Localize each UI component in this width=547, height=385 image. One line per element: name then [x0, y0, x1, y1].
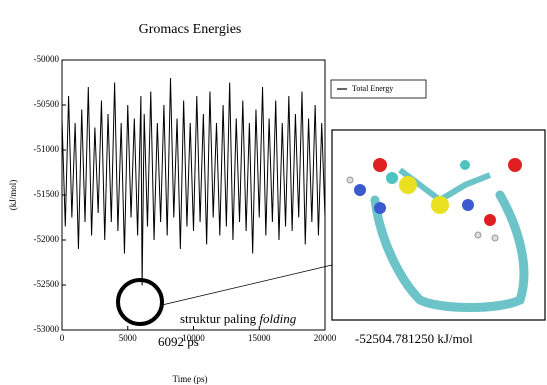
atom — [484, 214, 496, 226]
atom — [399, 176, 417, 194]
atom — [492, 235, 498, 241]
atom — [374, 202, 386, 214]
x-tick-label: 20000 — [314, 333, 337, 343]
x-tick-label: 15000 — [248, 333, 271, 343]
atom — [460, 160, 470, 170]
atom — [347, 177, 353, 183]
atom — [462, 199, 474, 211]
legend: Total Energy — [331, 80, 426, 98]
y-tick-label: -50000 — [34, 54, 60, 64]
page: {"chart_data": {"type": "line", "title":… — [0, 0, 547, 385]
annotation-energy: -52504.781250 kJ/mol — [355, 331, 473, 346]
callout-line — [162, 265, 332, 305]
series-line — [62, 78, 325, 285]
atom — [508, 158, 522, 172]
molecule-inset — [332, 130, 545, 320]
annotation-structure: struktur paling folding — [180, 311, 297, 326]
y-tick-label: -51000 — [34, 144, 60, 154]
x-tick-label: 0 — [60, 333, 65, 343]
annotation-emphasis: folding — [259, 311, 296, 326]
chart: Gromacs Energies Time (ps) (kJ/mol) Tota… — [0, 0, 547, 385]
y-tick-label: -50500 — [34, 99, 60, 109]
y-tick-label: -52500 — [34, 279, 60, 289]
atom — [386, 172, 398, 184]
atom — [373, 158, 387, 172]
y-tick-label: -53000 — [34, 324, 60, 334]
y-tick-label: -51500 — [34, 189, 60, 199]
annotation-text: struktur paling — [180, 311, 257, 326]
atom — [431, 196, 449, 214]
atom — [475, 232, 481, 238]
legend-label: Total Energy — [352, 84, 393, 93]
chart-title: Gromacs Energies — [139, 22, 242, 37]
x-tick-label: 10000 — [182, 333, 205, 343]
y-axis-label: (kJ/mol) — [8, 180, 18, 211]
highlight-circle — [118, 280, 162, 324]
atom — [354, 184, 366, 196]
y-tick-label: -52000 — [34, 234, 60, 244]
x-tick-label: 5000 — [119, 333, 138, 343]
x-axis-label: Time (ps) — [173, 374, 208, 384]
